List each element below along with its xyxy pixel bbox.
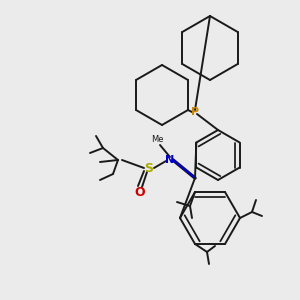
Text: Me: Me [151, 136, 163, 145]
Text: S: S [145, 161, 154, 175]
Text: O: O [135, 185, 145, 199]
Text: P: P [191, 107, 199, 117]
Text: N: N [165, 155, 175, 165]
